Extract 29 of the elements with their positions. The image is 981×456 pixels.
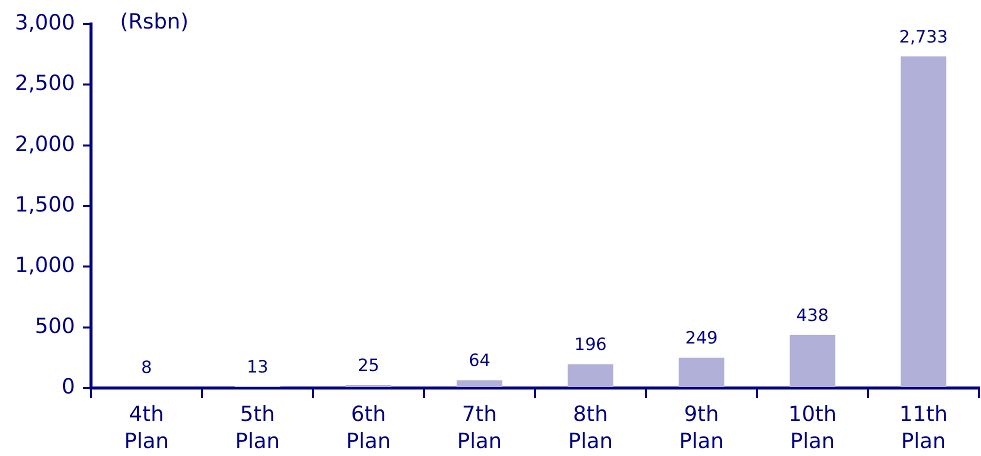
y-axis-title: (Rsbn)	[120, 9, 189, 34]
data-label: 13	[246, 357, 268, 378]
x-tick-label: 5th Plan	[235, 402, 280, 453]
data-label: 249	[685, 328, 718, 349]
x-tick-label: 10th Plan	[788, 402, 837, 453]
x-tick-label: 4th Plan	[124, 402, 169, 453]
x-tick-label: 11th Plan	[899, 402, 948, 453]
x-tick-label: 9th Plan	[679, 402, 724, 453]
bar	[678, 358, 724, 387]
data-label: 25	[358, 356, 380, 376]
bar	[790, 334, 836, 387]
bar	[456, 380, 502, 387]
x-tick-label: 7th Plan	[457, 402, 502, 453]
x-tick-label: 8th Plan	[568, 402, 613, 453]
y-tick-label: 1,000	[14, 253, 75, 278]
data-label: 438	[796, 306, 829, 326]
y-tick-label: 3,000	[14, 10, 75, 34]
y-tick-label: 2,500	[14, 71, 75, 96]
y-tick-label: 1,500	[14, 192, 75, 216]
x-tick-label: 6th Plan	[346, 402, 391, 453]
data-label: 2,733	[899, 27, 948, 48]
data-label: 196	[574, 335, 607, 356]
y-tick-label: 0	[62, 374, 75, 398]
data-label: 8	[141, 358, 152, 378]
bar	[900, 56, 946, 387]
y-tick-label: 2,000	[14, 132, 75, 156]
y-tick-label: 500	[34, 314, 75, 338]
bar	[568, 364, 614, 387]
data-label: 64	[468, 351, 490, 372]
